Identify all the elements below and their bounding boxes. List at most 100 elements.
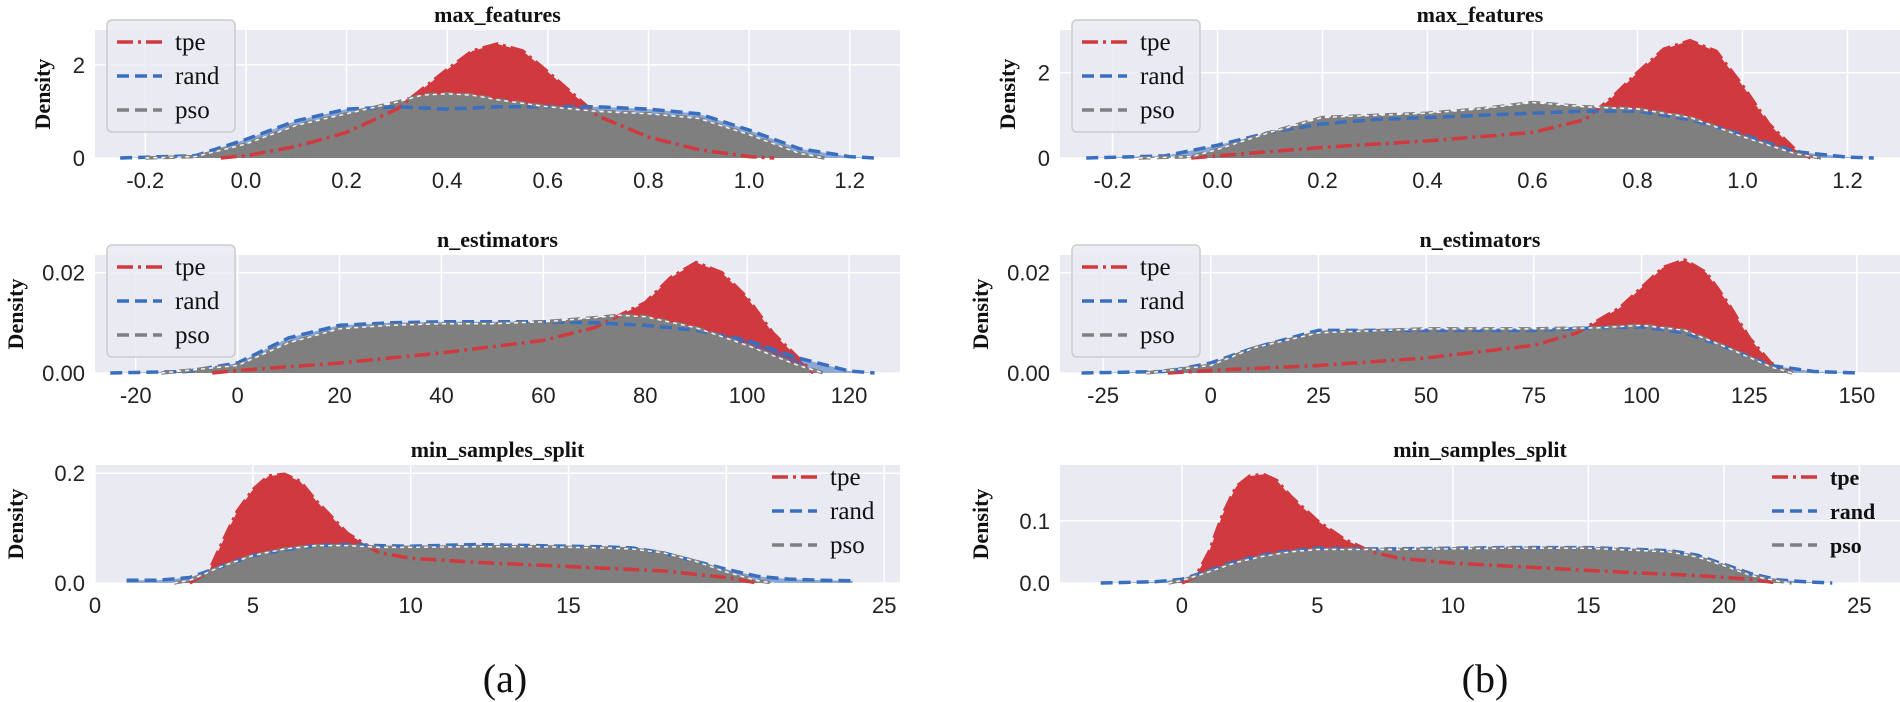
panel-b-max-features-x-tick-label: 1.0 — [1727, 168, 1758, 193]
panel-b-min-samples-split-pso-edge — [1168, 547, 1792, 584]
panel-b-min-samples-split-x-tick-label: 0 — [1176, 593, 1188, 618]
panel-a-n-estimators-pso-area — [161, 315, 824, 373]
panel-b-max-features-pso-area — [1138, 102, 1822, 158]
panel-b-n-estimators-x-tick-label: 125 — [1731, 383, 1768, 408]
panel-b-min-samples-split-tpe-line — [1181, 472, 1779, 585]
panel-a-min-samples-split-pso-edge — [173, 544, 774, 584]
panel-b-n-estimators-y-label: Density — [968, 279, 993, 350]
panel-b-max-features-x-tick-label: -0.2 — [1094, 168, 1132, 193]
panel-b-n-estimators-x-tick-label: 75 — [1522, 383, 1546, 408]
panel-a-max-features-x-tick-label: 0.8 — [633, 168, 664, 193]
panel-b-max-features-legend-label-tpe: tpe — [1140, 29, 1171, 56]
panel-a-min-samples-split-legend-label-tpe: tpe — [830, 464, 861, 491]
panel-b-max-features-tpe-line — [1191, 38, 1812, 160]
panel-b-max-features-chart: -0.2 0.0 0.2 0.4 0.6 0.8 1.0 1.2 0 2 max_features D… — [995, 2, 1900, 193]
panel-a-n-estimators-x-tick-label: 100 — [729, 383, 766, 408]
panel-b-max-features-x-tick-label: 0.4 — [1412, 168, 1443, 193]
panel-b-min-samples-split-legend-label-rand: rand — [1830, 499, 1875, 524]
panel-b-max-features-x-tick-label: 0.8 — [1622, 168, 1653, 193]
panel-a-n-estimators-y-tick-label: 0.02 — [42, 261, 85, 286]
panel-a-min-samples-split-rand-line — [126, 542, 853, 583]
panel-a-n-estimators-x-tick-label: 20 — [327, 383, 351, 408]
panel-a-max-features-chart: -0.2 0.0 0.2 0.4 0.6 0.8 1.0 1.2 0 2 max_features D… — [30, 2, 900, 193]
panel-a-min-samples-split-y-tick-label: 0.0 — [54, 571, 85, 596]
panel-a-n-estimators-x-tick-label: 40 — [429, 383, 453, 408]
panel-b-max-features-x-tick-label: 0.0 — [1202, 168, 1233, 193]
caption-b: (b) — [1462, 656, 1509, 701]
panel-a-n-estimators-x-tick-label: 80 — [633, 383, 657, 408]
panel-b-n-estimators-x-tick-label: 0 — [1205, 383, 1217, 408]
panel-b-min-samples-split-chart: 0 5 10 15 20 25 0.0 0.1 min_samples_split Density… — [968, 437, 1900, 618]
panel-b-n-estimators-tpe-line — [1167, 258, 1794, 375]
panel-a-max-features-x-tick-label: 0.4 — [432, 168, 463, 193]
panel-b-min-samples-split-x-tick-label: 25 — [1847, 593, 1871, 618]
panel-b-n-estimators-x-tick-label: 25 — [1306, 383, 1330, 408]
panel-b-n-estimators-pso-area — [1146, 325, 1793, 373]
panel-b-min-samples-split-pso-line — [1168, 546, 1792, 585]
panel-b-max-features-title: max_features — [1417, 2, 1544, 27]
panel-b-n-estimators-title: n_estimators — [1420, 227, 1541, 252]
panel-b-n-estimators-pso-edge — [1146, 324, 1793, 374]
panel-a-n-estimators-x-tick-label: 0 — [232, 383, 244, 408]
panel-b-max-features-rand-line — [1086, 109, 1874, 160]
panel-b-min-samples-split-x-tick-label: 5 — [1311, 593, 1323, 618]
panel-b-n-estimators-legend-label-pso: pso — [1140, 322, 1175, 349]
panel-a-min-samples-split-x-tick-label: 20 — [714, 593, 738, 618]
panel-a-max-features-legend-label-rand: rand — [175, 63, 220, 90]
panel-b-min-samples-split-legend-label-tpe: tpe — [1830, 465, 1860, 490]
panel-b-n-estimators-x-tick-label: 150 — [1839, 383, 1876, 408]
panel-a-n-estimators-x-tick-label: -20 — [120, 383, 152, 408]
panel-a-n-estimators-x-tick-label: 60 — [531, 383, 555, 408]
panel-a-max-features-x-tick-label: 1.0 — [734, 168, 765, 193]
panel-b-max-features-y-label: Density — [995, 59, 1020, 130]
panel-b-min-samples-split-title: min_samples_split — [1393, 437, 1567, 462]
panel-a-min-samples-split-y-label: Density — [3, 489, 28, 560]
panel-a-max-features-y-tick-label: 2 — [73, 53, 85, 78]
panel-a-min-samples-split-x-tick-label: 5 — [247, 593, 259, 618]
panel-a-n-estimators-title: n_estimators — [437, 227, 558, 252]
panel-b-max-features-legend-box — [1071, 19, 1201, 133]
panel-b-max-features-x-tick-label: 0.6 — [1517, 168, 1548, 193]
panel-a-max-features-legend-box — [106, 19, 236, 133]
panel-a-min-samples-split-x-tick-label: 15 — [556, 593, 580, 618]
panel-a-max-features-legend-label-pso: pso — [175, 97, 210, 124]
panel-b-max-features-y-tick-label: 2 — [1038, 61, 1050, 86]
panel-a-n-estimators-y-tick-label: 0.00 — [42, 361, 85, 386]
panel-b-min-samples-split-x-tick-label: 15 — [1576, 593, 1600, 618]
caption-a: (a) — [483, 656, 527, 701]
panel-a-max-features-pso-edge — [145, 93, 825, 159]
panel-b-min-samples-split-x-tick-label: 10 — [1441, 593, 1465, 618]
panel-a-max-features-x-tick-label: -0.2 — [126, 168, 164, 193]
panel-a-max-features-x-tick-label: 1.2 — [834, 168, 865, 193]
panel-b-n-estimators-y-tick-label: 0.02 — [1007, 261, 1050, 286]
panel-a-n-estimators-chart: -20 0 20 40 60 80 100 120 0.00 0.02 n_estimators De… — [3, 227, 900, 408]
panel-a-max-features-tpe-line — [220, 42, 775, 160]
panel-b-n-estimators-x-tick-label: -25 — [1087, 383, 1119, 408]
panel-a-min-samples-split-tpe-line — [188, 472, 759, 585]
panel-a-min-samples-split-pso-area — [173, 545, 774, 583]
panel-a-n-estimators-x-tick-label: 120 — [831, 383, 868, 408]
panel-b-n-estimators-legend-label-tpe: tpe — [1140, 254, 1171, 281]
panel-a-min-samples-split-x-tick-label: 10 — [398, 593, 422, 618]
panel-b-min-samples-split-y-tick-label: 0.0 — [1019, 571, 1050, 596]
panel-a-min-samples-split-x-tick-label: 25 — [872, 593, 896, 618]
panel-a-n-estimators-pso-edge — [161, 314, 824, 374]
panel-a-n-estimators-legend-box — [106, 244, 236, 358]
panel-b-min-samples-split-x-tick-label: 20 — [1712, 593, 1736, 618]
panel-a-max-features-x-tick-label: 0.0 — [231, 168, 262, 193]
panel-b-max-features-pso-edge — [1138, 101, 1822, 159]
panel-b-n-estimators-chart: -25 0 25 50 75 100 125 150 0.00 0.02 n_estimators D… — [968, 227, 1900, 408]
panel-a-min-samples-split-legend-label-pso: pso — [830, 532, 865, 559]
panel-a-min-samples-split-title: min_samples_split — [411, 437, 585, 462]
panel-b-n-estimators-x-tick-label: 50 — [1414, 383, 1438, 408]
panel-a-n-estimators-legend-label-pso: pso — [175, 322, 210, 349]
panel-b-max-features-x-tick-label: 0.2 — [1307, 168, 1338, 193]
panel-a-n-estimators-y-label: Density — [3, 279, 28, 350]
panel-b-n-estimators-y-tick-label: 0.00 — [1007, 361, 1050, 386]
panel-a-min-samples-split-chart: 0 5 10 15 20 25 0.0 0.2 min_samples_split Density… — [3, 437, 900, 618]
panel-a-n-estimators-legend-label-tpe: tpe — [175, 254, 206, 281]
panel-b-n-estimators-legend-box — [1071, 244, 1201, 358]
panel-a-min-samples-split-legend-label-rand: rand — [830, 498, 875, 525]
panel-b-max-features-legend-label-pso: pso — [1140, 97, 1175, 124]
